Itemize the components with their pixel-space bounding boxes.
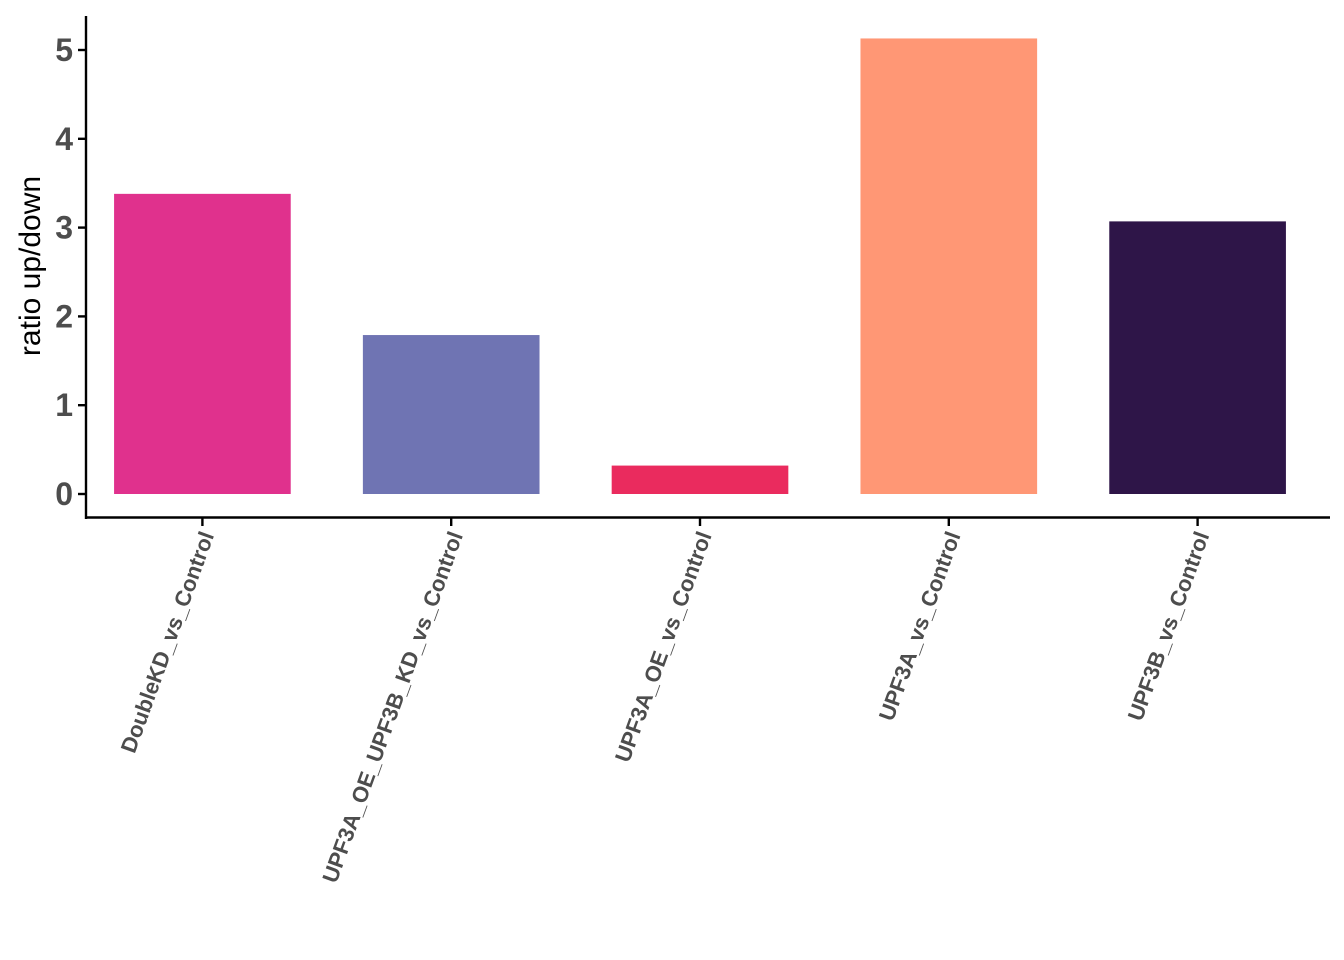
x-tick-label: UPF3A_OE_UPF3B_KD_vs_Control bbox=[317, 528, 468, 886]
x-tick-label: UPF3A_vs_Control bbox=[874, 528, 966, 724]
bar-UPF3A_vs_Control bbox=[860, 38, 1038, 495]
y-tick-label: 3 bbox=[55, 210, 73, 246]
x-tick-label: DoubleKD_vs_Control bbox=[116, 528, 219, 756]
y-tick-label: 1 bbox=[55, 387, 73, 423]
bar-UPF3B_vs_Control bbox=[1109, 221, 1286, 494]
bars-group bbox=[114, 38, 1286, 495]
y-tick-label: 4 bbox=[55, 121, 73, 157]
bar-UPF3A_OE_UPF3B_KD_vs_Control bbox=[362, 335, 540, 494]
y-tick-label: 5 bbox=[55, 32, 73, 68]
bar-UPF3A_OE_vs_Control bbox=[611, 465, 789, 494]
y-axis-title: ratio up/down bbox=[14, 176, 47, 356]
x-tick-label: UPF3A_OE_vs_Control bbox=[610, 528, 717, 765]
x-axis-ticks: DoubleKD_vs_Control UPF3A_OE_UPF3B_KD_vs_… bbox=[116, 518, 1215, 886]
y-tick-label: 0 bbox=[55, 476, 73, 512]
y-axis-ticks: 0 1 2 3 4 5 bbox=[55, 32, 86, 512]
y-tick-label: 2 bbox=[55, 298, 73, 334]
bar-DoubleKD_vs_Control bbox=[114, 193, 291, 494]
x-tick-label: UPF3B_vs_Control bbox=[1123, 528, 1215, 724]
